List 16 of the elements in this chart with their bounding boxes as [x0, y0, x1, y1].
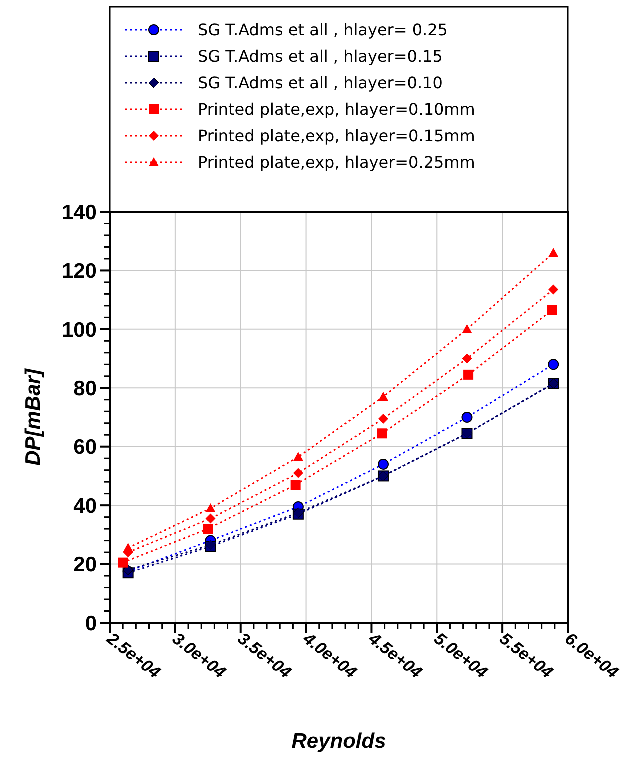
y-tick-label: 80: [74, 377, 97, 400]
legend-label: SG T.Adms et all , hlayer= 0.25: [198, 20, 448, 40]
y-tick-label: 20: [74, 554, 97, 577]
y-tick-label: 40: [74, 494, 97, 518]
y-tick-label: 100: [62, 318, 97, 342]
legend-label: Printed plate,exp, hlayer=0.10mm: [198, 100, 476, 120]
y-axis-title: DP[mBar]: [22, 368, 45, 466]
legend-label: SG T.Adms et all , hlayer=0.10: [198, 74, 443, 93]
x-axis-title: Reynolds: [292, 730, 386, 753]
legend-label: SG T.Adms et all , hlayer=0.15: [198, 47, 443, 66]
legend-label: Printed plate,exp, hlayer=0.25mm: [198, 153, 476, 172]
y-tick-label: 0: [85, 612, 97, 636]
y-tick-label: 120: [62, 260, 97, 284]
y-tick-label: 140: [62, 201, 97, 224]
legend-label: Printed plate,exp, hlayer=0.15mm: [198, 126, 476, 146]
y-tick-label: 60: [74, 436, 97, 460]
